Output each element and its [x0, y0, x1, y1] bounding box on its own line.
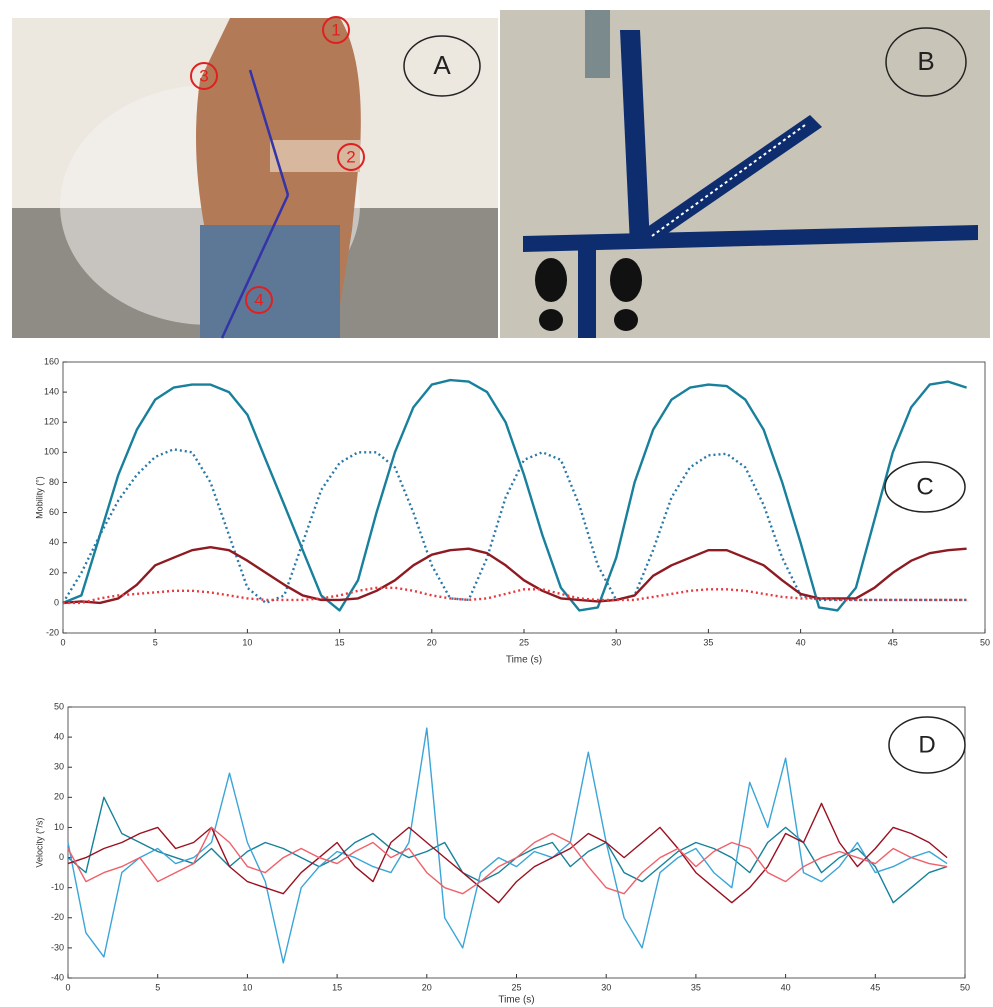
y-tick-label: 140	[44, 386, 59, 396]
x-tick-label: 45	[870, 982, 880, 992]
x-tick-label: 0	[60, 637, 65, 647]
x-tick-label: 50	[980, 637, 990, 647]
y-tick-label: 160	[44, 356, 59, 366]
y-tick-label: -20	[51, 912, 64, 922]
y-tick-label: 50	[54, 701, 64, 711]
y-tick-label: 0	[59, 852, 64, 862]
x-tick-label: 10	[242, 982, 252, 992]
y-axis-label: Velocity (°/s)	[34, 817, 44, 867]
x-tick-label: 20	[427, 637, 437, 647]
jeans	[200, 225, 340, 338]
x-tick-label: 45	[888, 637, 898, 647]
panel-label: B	[917, 46, 934, 76]
y-tick-label: 0	[54, 597, 59, 607]
x-tick-label: 15	[332, 982, 342, 992]
x-axis-label: Time (s)	[506, 655, 542, 666]
footprint	[539, 309, 563, 331]
y-tick-label: -30	[51, 942, 64, 952]
x-tick-label: 35	[691, 982, 701, 992]
tape	[578, 245, 596, 338]
x-tick-label: 40	[781, 982, 791, 992]
plot-frame	[63, 362, 985, 633]
y-tick-label: -10	[51, 882, 64, 892]
plot-frame	[68, 707, 965, 978]
figure: A 1 2 3 4 B -200204060801001201401600	[0, 0, 993, 1007]
page: A 1 2 3 4 B -200204060801001201401600	[0, 0, 993, 1007]
y-tick-label: 30	[54, 762, 64, 772]
x-tick-label: 40	[796, 637, 806, 647]
panel-label: A	[433, 50, 451, 80]
x-tick-label: 0	[65, 982, 70, 992]
x-tick-label: 30	[611, 637, 621, 647]
x-tick-label: 5	[153, 637, 158, 647]
sensor-number: 1	[331, 20, 340, 39]
y-tick-label: 120	[44, 417, 59, 427]
footprint	[535, 258, 567, 302]
x-tick-label: 30	[601, 982, 611, 992]
x-tick-label: 5	[155, 982, 160, 992]
y-tick-label: 60	[49, 507, 59, 517]
panel-b: B	[500, 10, 990, 338]
annotation: D	[918, 731, 935, 758]
x-tick-label: 50	[960, 982, 970, 992]
y-tick-label: 20	[54, 792, 64, 802]
y-tick-label: -40	[51, 972, 64, 982]
y-tick-label: 40	[49, 537, 59, 547]
x-tick-label: 25	[519, 637, 529, 647]
y-tick-label: 10	[54, 822, 64, 832]
y-tick-label: 80	[49, 477, 59, 487]
y-tick-label: 100	[44, 447, 59, 457]
x-tick-label: 25	[511, 982, 521, 992]
sensor-number: 4	[254, 290, 263, 309]
y-tick-label: -20	[46, 627, 59, 637]
footprint	[614, 309, 638, 331]
x-tick-label: 35	[703, 637, 713, 647]
y-tick-label: 20	[49, 567, 59, 577]
sensor-number: 3	[199, 66, 208, 85]
x-tick-label: 10	[242, 637, 252, 647]
x-tick-label: 20	[422, 982, 432, 992]
annotation: C	[916, 473, 933, 500]
sensor-number: 2	[346, 147, 355, 166]
panel-a: A 1 2 3 4	[12, 17, 498, 338]
x-axis-label: Time (s)	[498, 995, 534, 1006]
x-tick-label: 15	[335, 637, 345, 647]
post	[585, 10, 610, 78]
footprint	[610, 258, 642, 302]
y-tick-label: 40	[54, 731, 64, 741]
y-axis-label: Mobility (°)	[34, 476, 44, 519]
